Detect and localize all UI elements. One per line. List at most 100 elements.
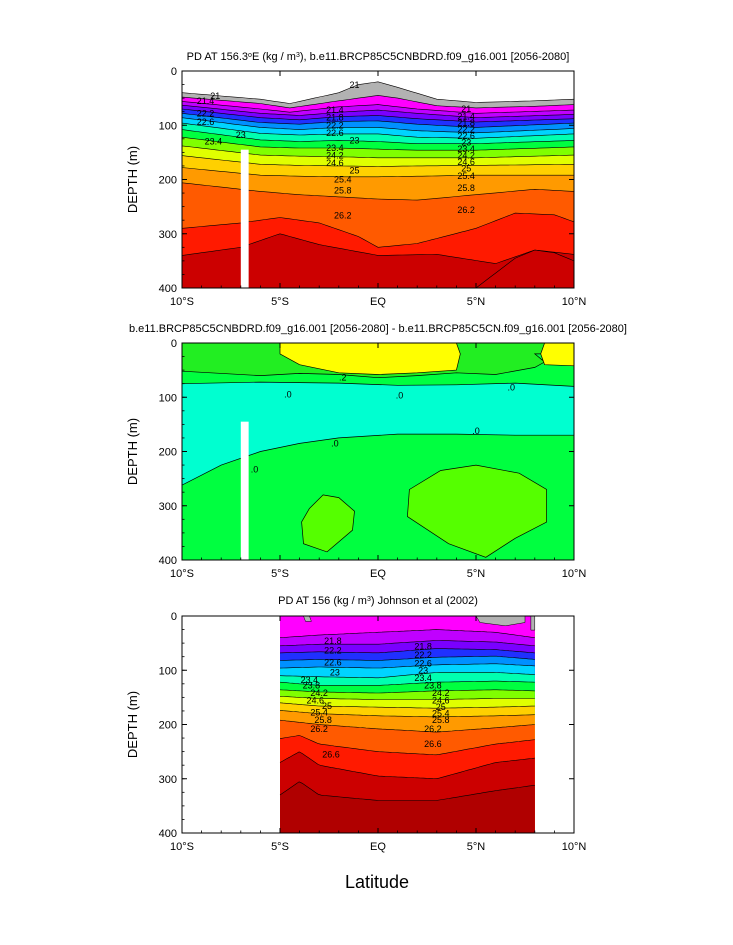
contour-line-21.8 xyxy=(279,629,535,638)
contour-label: 25.4 xyxy=(457,171,475,181)
contour-label: 24.6 xyxy=(326,158,344,168)
y-tick-label: 300 xyxy=(159,774,177,786)
contour-line-21 xyxy=(182,81,574,104)
contour-label: 21.4 xyxy=(326,105,344,115)
contour-region-3 xyxy=(540,343,574,367)
contour-line-22.6 xyxy=(279,648,535,654)
contour-label: 22.2 xyxy=(324,646,342,656)
contour-label: 22.6 xyxy=(414,659,432,669)
contour-label: 23.4 xyxy=(414,673,432,683)
contour-line-27 xyxy=(279,751,535,780)
y-axis-label: DEPTH (m) xyxy=(125,691,140,758)
x-tick-label: 10°N xyxy=(562,296,587,308)
contour-label: 22.2 xyxy=(414,650,432,660)
contour-label: 25 xyxy=(322,701,332,711)
contour-label: 21 xyxy=(349,80,359,90)
contour-line-25 xyxy=(279,696,535,700)
y-tick-label: 200 xyxy=(159,175,177,187)
x-tick-label: 5°N xyxy=(467,841,486,853)
contour-label: 23.4 xyxy=(326,143,344,153)
contour-label: .2 xyxy=(339,373,347,383)
x-tick-label: 10°N xyxy=(562,841,587,853)
contour-label: 26.2 xyxy=(424,724,442,734)
contour-label: 23.8 xyxy=(303,680,321,690)
y-axis-label: DEPTH (m) xyxy=(125,146,140,213)
contour-label: 21.8 xyxy=(326,113,344,123)
contour-label: 25 xyxy=(436,702,446,712)
x-tick-label: 5°S xyxy=(271,296,289,308)
x-tick-label: 10°N xyxy=(562,568,587,580)
y-tick-label: 100 xyxy=(159,392,177,404)
contour-line-24.2 xyxy=(182,129,574,144)
plot-area: .2 .0 .0 .0 .0 .0 .0 xyxy=(182,343,574,560)
contour-label: 21.8 xyxy=(324,636,342,646)
y-tick-label: 400 xyxy=(159,828,177,840)
missing-data-patch-3 xyxy=(530,616,536,631)
contour-line-21.4 xyxy=(182,95,574,109)
y-tick-label: 400 xyxy=(159,555,177,567)
contour-label: 24.2 xyxy=(326,151,344,161)
x-tick-label: EQ xyxy=(370,841,386,853)
x-tick-label: 10°S xyxy=(170,568,194,580)
y-tick-label: 300 xyxy=(159,229,177,241)
contour-label: 25.4 xyxy=(310,708,328,718)
contour-line-23.8 xyxy=(182,122,574,139)
contour-region-6 xyxy=(407,464,547,558)
contour-label: .0 xyxy=(284,390,292,400)
y-tick-label: 400 xyxy=(159,283,177,295)
contour-label: 22.6 xyxy=(457,131,475,141)
contour-region-5 xyxy=(301,494,355,553)
contour-label: 23 xyxy=(349,135,359,145)
chart-title: PD AT 156 (kg / m3) Johnson et al (2002) xyxy=(278,595,478,607)
x-tick-label: EQ xyxy=(370,296,386,308)
contour-label: 23.4 xyxy=(301,675,319,685)
contour-line-27.4 xyxy=(279,781,535,801)
contour-label: 21.4 xyxy=(457,112,475,122)
contour-label: 22.6 xyxy=(324,658,342,668)
missing-data-patch-1 xyxy=(475,616,526,627)
contour-line-27.4 xyxy=(182,249,574,288)
contour-label: 25.8 xyxy=(457,183,475,193)
y-tick-label: 0 xyxy=(171,66,177,78)
contour-label: 21.8 xyxy=(457,118,475,128)
contour-label: .0 xyxy=(396,391,404,401)
contour-label: 23 xyxy=(236,130,246,140)
land-mask xyxy=(240,149,249,288)
contour-label: 22.2 xyxy=(197,108,215,118)
contour-label: 25.8 xyxy=(432,715,450,725)
contour-label: 23.4 xyxy=(205,137,223,147)
y-tick-label: 100 xyxy=(159,665,177,677)
contour-label: 24.2 xyxy=(457,151,475,161)
contour-top-band xyxy=(182,71,574,104)
x-tick-label: 5°N xyxy=(467,296,486,308)
contour-label: 26.6 xyxy=(322,749,340,759)
contour-label: .0 xyxy=(251,464,259,474)
contour-label: 23.8 xyxy=(424,680,442,690)
y-tick-label: 100 xyxy=(159,120,177,132)
contour-line-24.6 xyxy=(279,689,535,694)
contour-label: 26.6 xyxy=(424,739,442,749)
contour-line-25.4 xyxy=(279,702,535,709)
contour-line-26.2 xyxy=(279,719,535,733)
contour-band-27 xyxy=(182,233,574,288)
contour-label: .0 xyxy=(472,426,480,436)
contour-label: 24.2 xyxy=(310,688,328,698)
contour-line-25.8 xyxy=(279,710,535,718)
contour-label: 25.8 xyxy=(334,185,352,195)
contour-line-22.2 xyxy=(279,640,535,647)
contour-label: 25.4 xyxy=(432,709,450,719)
contour-region-2 xyxy=(279,343,461,375)
y-tick-label: 200 xyxy=(159,447,177,459)
contour-label: 24.2 xyxy=(432,688,450,698)
contour-label: .0 xyxy=(331,438,339,448)
contour-label: 24.6 xyxy=(432,696,450,706)
contour-label: .0 xyxy=(508,382,516,392)
x-tick-label: 5°N xyxy=(467,568,486,580)
contour-line-26.6 xyxy=(279,735,535,756)
contour-label: 25.4 xyxy=(334,175,352,185)
chart-title: PD AT 156.3oE (kg / m3), b.e11.BRCP85C5C… xyxy=(187,51,570,63)
x-tick-label: 5°S xyxy=(271,568,289,580)
